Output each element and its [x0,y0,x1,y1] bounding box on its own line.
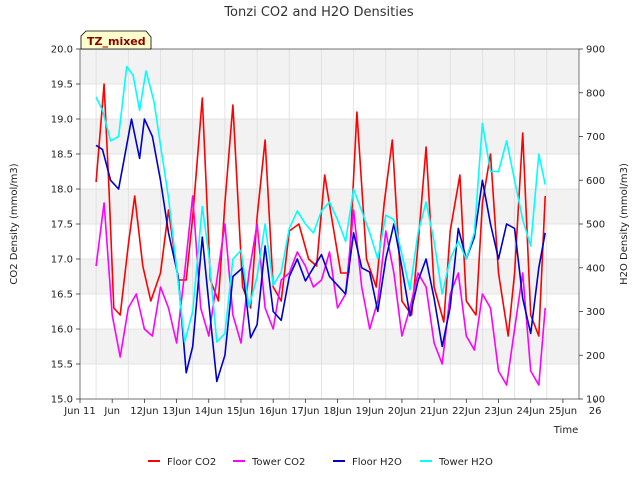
x-tick-label: Jun [103,406,120,417]
grid-band [80,119,579,154]
series-layer [95,65,546,386]
legend-label: Floor CO2 [167,457,216,468]
left-y-tick-label: 19.5 [51,80,73,91]
right-y-axis-ticks: 100 200 300 400 500 600 700 800 900 [579,45,605,406]
x-axis-label: Time [553,425,578,436]
right-y-tick-label: 300 [586,307,605,318]
series-line-tower-h2o [95,65,546,343]
left-y-axis-label: CO2 Density (mmol/m3) [9,163,20,284]
x-tick-label: 18Jun [323,406,351,417]
right-y-tick-label: 700 [586,132,605,143]
left-y-tick-label: 19.0 [51,115,73,126]
x-tick-label: 24Jun [517,406,545,417]
left-y-tick-label: 18.5 [51,150,73,161]
x-tick-label: 19Jun [356,406,384,417]
x-tick-label: 12Jun [130,406,158,417]
left-y-tick-label: 15.0 [51,395,73,406]
legend-label: Tower H2O [438,457,493,468]
x-axis-ticks: Jun 11 Jun 12Jun 13Jun 14Jun 15Jun 16Jun 17Jun 1… [63,399,601,417]
x-tick-label: 21Jun [420,406,448,417]
right-y-axis-label: H2O Density (mmol/m3) [619,163,630,285]
right-y-tick-label: 400 [586,263,605,274]
left-y-tick-label: 18.0 [51,185,73,196]
right-y-tick-label: 100 [586,395,605,406]
left-y-tick-label: 17.5 [51,220,73,231]
x-tick-label: 17Jun [291,406,319,417]
left-y-axis-ticks: 15.0 15.5 16.0 16.5 17.0 17.5 18.0 18.5 19.0 19.5… [51,45,80,406]
right-y-tick-label: 500 [586,220,605,231]
grid-band [80,49,579,84]
left-y-tick-label: 15.5 [51,360,73,371]
tz-badge-text: TZ_mixed [87,35,146,48]
right-y-tick-label: 900 [586,45,605,56]
right-y-tick-label: 200 [586,351,605,362]
x-tick-label: 13Jun [162,406,190,417]
right-y-tick-label: 800 [586,88,605,99]
legend: Floor CO2 Tower CO2 Floor H2O Tower H2O [148,457,493,468]
left-y-tick-label: 20.0 [51,45,73,56]
x-tick-label: 23Jun [484,406,512,417]
x-tick-label: 16Jun [259,406,287,417]
x-tick-label: 26 [589,406,602,417]
legend-label: Floor H2O [352,457,402,468]
x-tick-label: 15Jun [227,406,255,417]
x-tick-label: 25Jun [549,406,577,417]
tz-badge-box [80,30,152,50]
x-tick-label: 20Jun [388,406,416,417]
tz-badge: TZ_mixed [80,30,152,50]
series-line-tower-co2 [95,195,546,386]
x-tick-label: 14Jun [195,406,223,417]
right-y-tick-label: 600 [586,176,605,187]
x-tick-label: Jun 11 [63,406,96,417]
left-y-tick-label: 16.5 [51,290,73,301]
legend-label: Tower CO2 [251,457,305,468]
series-line-floor-co2 [95,83,546,337]
grid-band [80,329,579,364]
left-y-tick-label: 16.0 [51,325,73,336]
x-tick-label: 22Jun [452,406,480,417]
left-y-tick-label: 17.0 [51,255,73,266]
chart-title: Tonzi CO2 and H2O Densities [223,5,414,20]
